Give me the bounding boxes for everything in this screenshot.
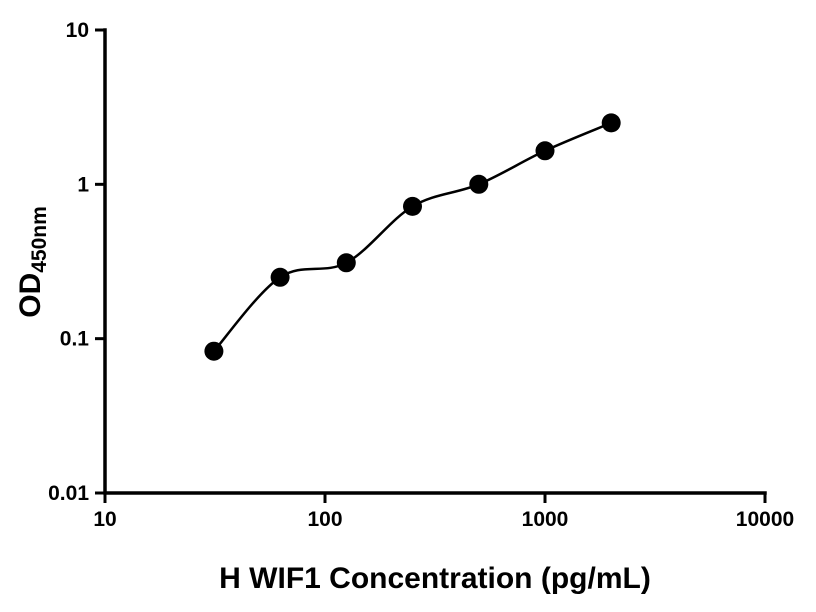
x-axis-tick-label: 10000 xyxy=(736,508,794,531)
x-axis-title: H WIF1 Concentration (pg/mL) xyxy=(219,562,651,595)
x-axis-tick-label: 100 xyxy=(307,508,342,531)
y-axis-title: OD450nm xyxy=(14,206,51,318)
y-axis-tick-label: 10 xyxy=(66,19,89,42)
data-point-marker xyxy=(204,341,224,361)
y-axis-tick-label: 1 xyxy=(77,173,89,196)
y-axis-tick-label: 0.01 xyxy=(48,482,89,505)
data-layer xyxy=(204,113,621,361)
axes-layer: 10 100 1000 10000 0.01 0.1 1 10 xyxy=(48,19,794,531)
y-axis-tick-label: 0.1 xyxy=(60,328,90,351)
data-point-marker xyxy=(601,113,621,133)
data-point-marker xyxy=(403,196,422,216)
x-axis-tick-label: 1000 xyxy=(522,508,569,531)
data-point-marker xyxy=(469,174,489,194)
axis-spines xyxy=(103,28,767,495)
y-axis-title-main: OD xyxy=(14,273,47,318)
y-axis-title-subscript: 450nm xyxy=(28,206,51,273)
data-point-marker xyxy=(535,141,555,161)
x-axis-tick-label: 10 xyxy=(93,508,116,531)
data-point-marker xyxy=(336,253,356,273)
data-point-marker xyxy=(270,267,290,287)
